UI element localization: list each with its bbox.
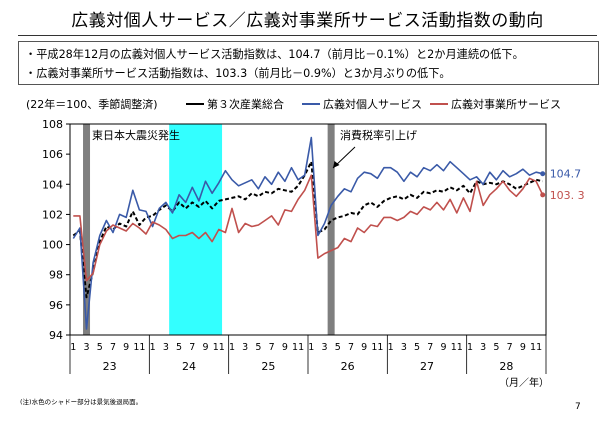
x-month-label: 1	[70, 342, 76, 353]
x-year-label: 24	[182, 360, 196, 373]
y-tick-label: 94	[49, 329, 63, 342]
x-year-label: 25	[261, 360, 275, 373]
end-label-personal: 104.7	[550, 168, 582, 181]
x-month-label: 11	[133, 342, 145, 353]
x-month-label: 3	[242, 342, 248, 353]
x-month-label: 11	[451, 342, 463, 353]
x-month-label: 9	[520, 342, 526, 353]
x-month-label: 1	[308, 342, 314, 353]
end-label-business: 103. 3	[550, 189, 585, 202]
legend-label-total: 第３次産業総合	[207, 97, 284, 111]
x-axis-unit: （月／年）	[499, 376, 549, 389]
x-year-label: 26	[341, 360, 355, 373]
x-month-label: 7	[110, 342, 116, 353]
x-month-label: 1	[467, 342, 473, 353]
x-month-label: 3	[84, 342, 90, 353]
x-month-label: 5	[335, 342, 341, 353]
y-tick-label: 96	[49, 299, 63, 312]
x-month-label: 11	[292, 342, 304, 353]
y-tick-label: 106	[42, 148, 63, 161]
annotation-earthquake: 東日本大震災発生	[92, 128, 180, 142]
x-month-label: 11	[530, 342, 542, 353]
x-year-label: 28	[499, 360, 513, 373]
x-month-label: 3	[401, 342, 407, 353]
x-month-label: 9	[123, 342, 129, 353]
x-month-label: 1	[388, 342, 394, 353]
y-tick-label: 104	[42, 178, 63, 191]
x-month-label: 9	[361, 342, 367, 353]
x-month-label: 3	[480, 342, 486, 353]
x-year-label: 23	[103, 360, 117, 373]
x-month-label: 11	[213, 342, 225, 353]
summary-line-business: ・広義対事業所サービス活動指数は、103.3（前月比－0.9%）と3か月ぶりの低…	[25, 67, 451, 80]
y-tick-label: 98	[49, 269, 63, 282]
x-month-label: 9	[282, 342, 288, 353]
x-month-label: 9	[441, 342, 447, 353]
title-underline	[18, 35, 597, 36]
legend-label-business: 広義対事業所サービス	[451, 97, 561, 111]
x-month-label: 7	[507, 342, 513, 353]
x-month-label: 9	[203, 342, 209, 353]
end-marker-business	[540, 192, 546, 198]
x-month-label: 7	[189, 342, 195, 353]
series-line-total	[72, 160, 543, 299]
end-marker-personal	[540, 171, 546, 177]
x-month-label: 7	[269, 342, 275, 353]
legend-label-personal: 広義対個人サービス	[323, 97, 422, 111]
x-month-label: 3	[163, 342, 169, 353]
x-month-label: 3	[322, 342, 328, 353]
summary-line-personal: ・平成28年12月の広義対個人サービス活動指数は、104.7（前月比－0.1%）…	[25, 48, 524, 61]
x-month-label: 7	[348, 342, 354, 353]
x-month-label: 5	[255, 342, 261, 353]
page-number: 7	[575, 402, 581, 412]
footnote: (注)水色のシャドー部分は景気後退局面。	[20, 398, 143, 406]
event-bar-1	[83, 124, 91, 335]
y-tick-label: 108	[42, 118, 63, 131]
x-month-label: 11	[371, 342, 383, 353]
x-year-label: 27	[420, 360, 434, 373]
x-month-label: 5	[97, 342, 103, 353]
event-bar-2	[327, 124, 335, 335]
x-month-label: 1	[229, 342, 235, 353]
y-tick-label: 100	[42, 239, 63, 252]
annotation-tax-hike: 消費税率引上げ	[340, 128, 417, 142]
summary-box: ・平成28年12月の広義対個人サービス活動指数は、104.7（前月比－0.1%）…	[18, 41, 599, 85]
recession-shade	[169, 124, 223, 335]
x-month-label: 5	[493, 342, 499, 353]
page-title: 広義対個人サービス／広義対事業所サービス活動指数の動向	[71, 11, 544, 31]
series-line-business	[73, 174, 544, 282]
x-month-label: 7	[427, 342, 433, 353]
x-month-label: 5	[176, 342, 182, 353]
x-month-label: 5	[414, 342, 420, 353]
y-tick-label: 102	[42, 208, 63, 221]
x-month-label: 1	[150, 342, 156, 353]
annotation-arrowhead	[333, 161, 340, 168]
units-label: (22年＝100、季節調整済)	[26, 97, 158, 111]
